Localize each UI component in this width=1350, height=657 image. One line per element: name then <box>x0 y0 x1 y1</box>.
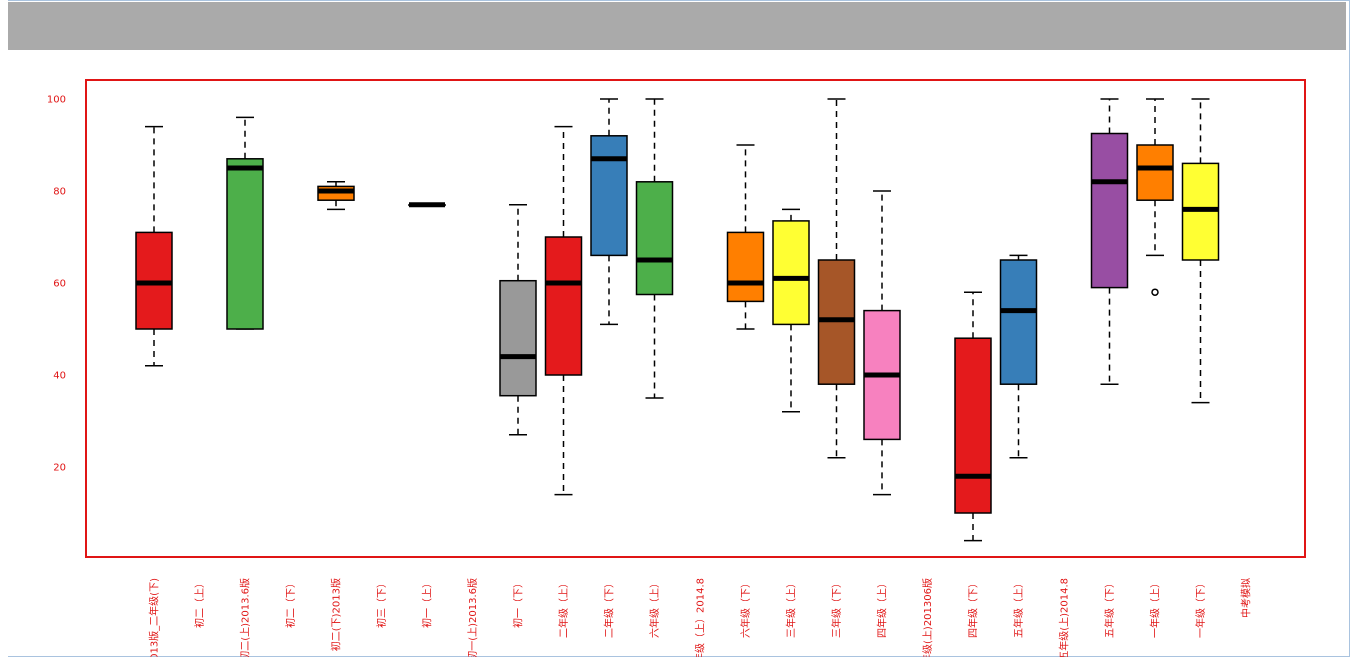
x-tick-label: 二年级（下） <box>603 578 616 638</box>
box-21 <box>1090 98 1129 385</box>
x-tick-label: 五年级(上)2014.8 <box>1058 578 1071 657</box>
box-body <box>226 158 264 330</box>
box-body <box>772 220 810 326</box>
y-tick-label: 60 <box>53 279 66 290</box>
x-tick-label: 二年级（上） <box>557 578 570 638</box>
x-tick-label: 初三（下） <box>375 578 388 628</box>
x-tick-label: 六年级（上）2014.8 <box>694 578 707 657</box>
x-tick-label: 六年级（下） <box>739 578 752 638</box>
box-body <box>499 279 537 397</box>
x-tick-label: 中考模拟 <box>1240 578 1253 618</box>
box-body <box>544 236 583 376</box>
box-body <box>999 259 1038 385</box>
x-tick-label: 六年级（上） <box>648 578 661 638</box>
x-tick-label: 四年级(上)201306版 <box>921 578 934 657</box>
box-body <box>590 135 628 257</box>
box-4 <box>317 181 355 211</box>
x-tick-label: 五年级（上） <box>1012 578 1025 638</box>
x-tick-label: 初二(下)2013版 <box>330 578 343 651</box>
y-axis: 20 40 60 80 100 <box>47 95 66 474</box>
x-tick-label: 2013版_二年级(下) <box>148 578 161 657</box>
box-8 <box>499 204 537 436</box>
x-tick-label: 初二(上)2013.6版 <box>239 578 252 657</box>
box-2 <box>226 116 264 330</box>
plot-area <box>85 79 1306 558</box>
y-tick-label: 20 <box>53 463 66 474</box>
box-18 <box>954 291 992 542</box>
box-19 <box>999 254 1038 459</box>
box-10 <box>590 98 628 326</box>
plot-frame <box>85 79 1306 558</box>
outlier-point <box>1151 288 1159 296</box>
x-tick-label: 五年级（下） <box>1103 578 1116 638</box>
box-body <box>635 181 674 296</box>
x-tick-label: 初一（上） <box>421 578 434 628</box>
box-13 <box>726 144 765 330</box>
boxes <box>135 98 1220 542</box>
box-16 <box>863 190 901 496</box>
y-tick-label: 40 <box>53 371 66 382</box>
x-tick-label: 三年级（上） <box>785 578 798 638</box>
box-15 <box>817 98 856 459</box>
title-bar <box>8 2 1346 50</box>
box-6 <box>408 202 446 208</box>
box-22 <box>1136 98 1174 296</box>
box-23 <box>1181 98 1220 404</box>
y-tick-label: 80 <box>53 187 66 198</box>
box-9 <box>544 125 583 496</box>
box-body <box>954 337 992 514</box>
box-11 <box>635 98 674 399</box>
x-tick-label: 一年级（上） <box>1149 578 1162 638</box>
box-body <box>1090 132 1129 289</box>
x-tick-label: 四年级（上） <box>876 578 889 638</box>
x-tick-label: 三年级（下） <box>830 578 843 638</box>
x-axis: 2013版_二年级(下) 初二（上） 初二(上)2013.6版 初二（下） 初二(下)2… <box>148 578 1253 657</box>
box-0 <box>135 125 173 367</box>
x-tick-label: 初二（上） <box>193 578 206 628</box>
left-strip <box>0 0 8 657</box>
x-tick-label: 初一(上)2013.6版 <box>466 578 479 657</box>
x-tick-label: 四年级（下） <box>967 578 980 638</box>
x-tick-label: 初一（下） <box>512 578 525 628</box>
x-tick-label: 一年级（下） <box>1194 578 1207 638</box>
x-tick-label: 初二（下） <box>284 578 297 628</box>
y-tick-label: 100 <box>47 95 66 106</box>
box-14 <box>772 208 810 413</box>
box-body <box>726 231 765 303</box>
box-body <box>1136 144 1174 201</box>
